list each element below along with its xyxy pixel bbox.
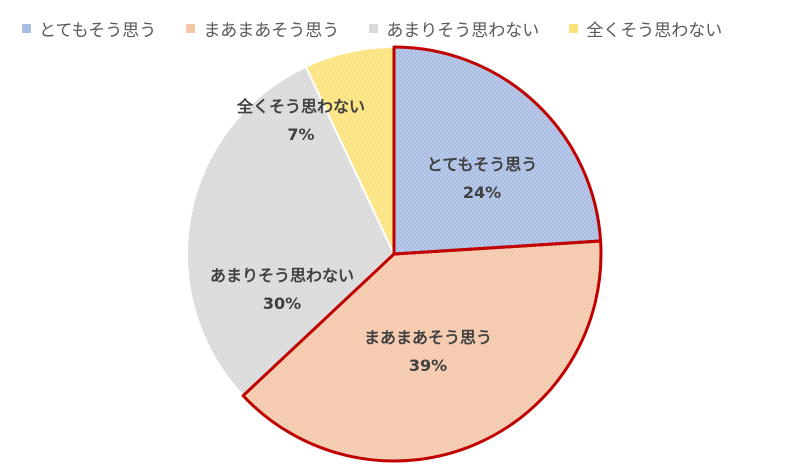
legend: とてもそう思う まあまあそう思う あまりそう思わない 全くそう思わない: [22, 16, 722, 41]
legend-label-not-at-all: 全くそう思わない: [586, 21, 723, 41]
slice-not-much: [186, 65, 396, 398]
legend-label-not-much: あまりそう思わない: [386, 21, 540, 41]
legend-label-somewhat: まあまあそう思う: [203, 21, 340, 41]
slice-somewhat-highlight-outline: [241, 239, 603, 463]
label-not-at-all-percent: 7%: [287, 125, 314, 144]
legend-item-not-at-all: 全くそう思わない: [569, 16, 722, 41]
legend-item-somewhat: まあまあそう思う: [186, 16, 339, 41]
label-not-at-all-category: 全くそう思わない: [236, 97, 365, 116]
label-not-much-category: あまりそう思わない: [210, 266, 354, 285]
label-very-much-category: とてもそう思う: [427, 155, 537, 174]
legend-label-very-much: とてもそう思う: [39, 21, 157, 41]
legend-swatch-not-at-all: [569, 24, 579, 33]
label-somewhat-category: まあまあそう思う: [364, 328, 492, 347]
label-somewhat-percent: 39%: [409, 356, 447, 375]
legend-item-very-much: とてもそう思う: [22, 16, 156, 41]
legend-item-not-much: あまりそう思わない: [369, 16, 539, 41]
legend-swatch-not-much: [369, 24, 379, 33]
legend-swatch-very-much: [22, 24, 31, 33]
label-very-much-percent: 24%: [463, 183, 501, 202]
label-not-much-percent: 30%: [263, 294, 301, 313]
legend-swatch-somewhat: [186, 24, 196, 33]
slice-very-much: [393, 45, 602, 256]
slice-very-much-highlight-outline: [392, 45, 603, 256]
